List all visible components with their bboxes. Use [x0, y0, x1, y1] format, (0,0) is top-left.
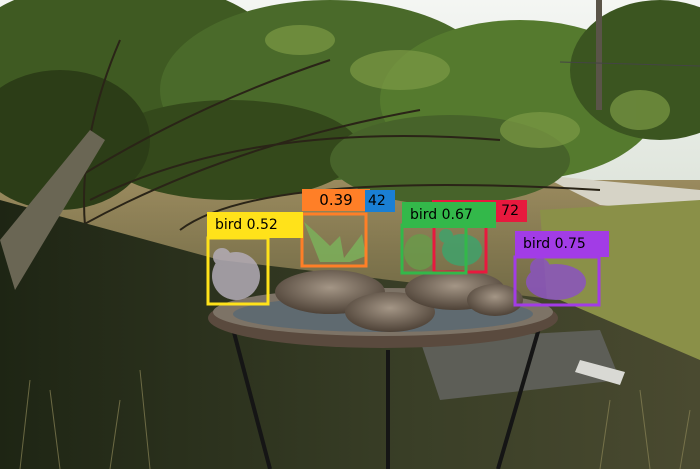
detection-label-6: bird 0.75	[515, 231, 609, 257]
bird-mask-5	[526, 258, 586, 300]
dry-grass	[19, 369, 691, 469]
detection-label-3: 42	[365, 190, 395, 212]
detection-box-1	[206, 236, 270, 306]
detection-label-2: 0.39	[302, 189, 370, 211]
detection-box-2	[300, 212, 368, 268]
bird-mask-1	[212, 248, 260, 300]
utility-pole	[596, 0, 602, 110]
bird-mask-4	[439, 229, 482, 266]
bath-rocks	[275, 270, 523, 332]
canopy-highlights	[265, 25, 670, 148]
detection-label-1: bird 0.52	[207, 212, 303, 238]
bird-bath-stand	[230, 324, 542, 469]
detection-label-5: bird 0.67	[402, 202, 496, 228]
bird-mask-3	[404, 234, 436, 270]
bird-mask-2	[304, 222, 366, 262]
detection-box-6	[513, 255, 601, 307]
tree-canopy	[0, 0, 700, 210]
leaning-board	[0, 130, 105, 290]
debris-board	[420, 330, 620, 400]
